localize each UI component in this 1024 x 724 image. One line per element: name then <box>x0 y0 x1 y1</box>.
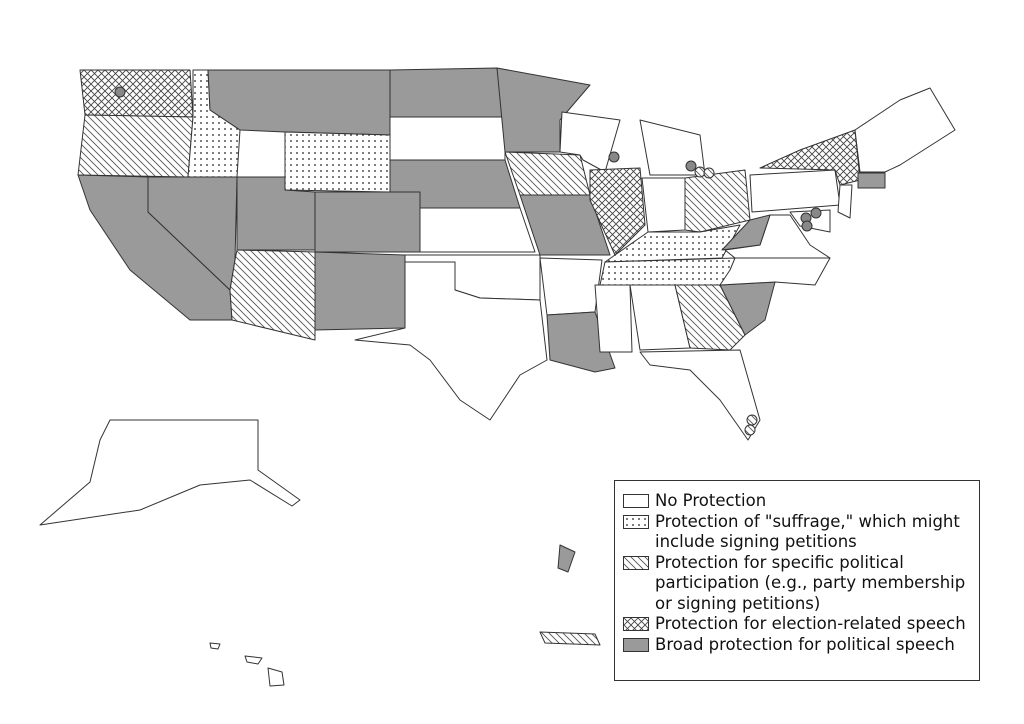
state <box>419 207 536 253</box>
cities <box>114 86 822 436</box>
legend-label: Protection for election-related speech <box>655 614 966 633</box>
city <box>694 166 706 178</box>
legend-swatch <box>623 555 649 570</box>
state <box>389 67 506 118</box>
legend-item: Protection for election-related speech <box>623 614 971 635</box>
city <box>746 414 758 426</box>
state <box>589 167 646 256</box>
legend-item: Protection for specific political partic… <box>623 553 971 615</box>
legend: No Protection Protection of "suffrage," w… <box>614 480 980 681</box>
city <box>801 220 813 232</box>
state <box>314 191 421 253</box>
legend-label: Protection of "suffrage," which might in… <box>655 511 960 552</box>
hawaii <box>244 655 263 665</box>
city <box>685 160 697 172</box>
legend-swatch <box>623 617 649 631</box>
hawaii <box>267 667 285 687</box>
state <box>559 111 621 173</box>
legend-swatch <box>623 494 649 508</box>
legend-label: Protection for specific political partic… <box>655 552 966 613</box>
state <box>721 214 771 251</box>
city <box>114 86 126 98</box>
state <box>314 251 406 331</box>
state <box>719 257 831 286</box>
city <box>744 424 756 436</box>
state <box>284 131 391 193</box>
legend-item: Protection of "suffrage," which might in… <box>623 512 971 553</box>
state <box>539 257 603 316</box>
state <box>837 184 853 219</box>
state <box>749 169 841 213</box>
state <box>77 114 194 178</box>
state <box>854 87 956 173</box>
state <box>504 151 591 196</box>
legend-label: No Protection <box>655 491 767 510</box>
city <box>703 167 715 179</box>
state <box>389 116 506 161</box>
puerto-rico <box>539 631 601 646</box>
state <box>519 194 611 256</box>
legend-swatch <box>623 637 649 652</box>
legend-label: Broad protection for political speech <box>655 634 955 654</box>
legend-item: Broad protection for political speech <box>623 635 971 656</box>
states <box>39 67 956 687</box>
state <box>79 69 194 118</box>
city <box>608 151 620 163</box>
state <box>684 169 751 233</box>
state <box>674 284 746 351</box>
state <box>354 261 548 421</box>
state <box>641 177 686 233</box>
state <box>599 257 736 286</box>
state <box>496 67 591 153</box>
state <box>639 349 761 441</box>
city <box>810 207 822 219</box>
guam <box>557 544 576 573</box>
state <box>229 249 316 341</box>
hawaii <box>209 642 221 650</box>
alaska <box>39 419 301 526</box>
state <box>594 284 633 353</box>
state <box>207 69 391 136</box>
legend-swatch <box>623 514 649 529</box>
legend-item: No Protection <box>623 491 971 512</box>
state <box>857 172 886 189</box>
